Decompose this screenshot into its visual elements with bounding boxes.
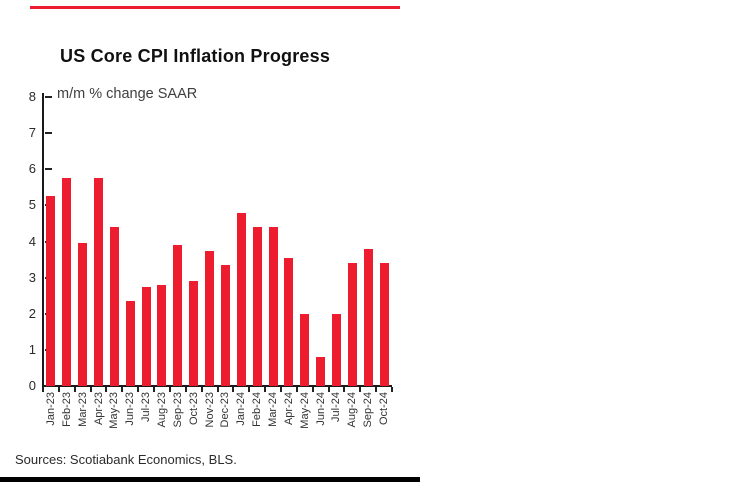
y-axis-tick-label: 0 (28, 378, 36, 393)
y-axis-tick-label: 8 (28, 89, 36, 104)
bar-Aug-24 (347, 263, 357, 386)
x-axis-tick (168, 387, 171, 392)
bar-Sep-24 (363, 248, 373, 386)
x-axis-tick-label: Jun-23 (124, 392, 137, 426)
bar-Jun-24 (316, 357, 326, 386)
x-axis-tick-label: Jul-24 (330, 392, 343, 422)
x-axis-tick (105, 387, 108, 392)
x-axis-tick-label: Apr-23 (92, 392, 105, 426)
x-axis-tick-label: Nov-23 (203, 392, 216, 428)
x-axis-tick-label: Mar-24 (267, 392, 280, 427)
y-axis-tick-label: 5 (28, 197, 36, 213)
x-axis-tick (295, 387, 298, 392)
y-axis-line (42, 93, 44, 387)
y-axis-tick (45, 168, 52, 171)
bar-Oct-24 (379, 263, 389, 386)
y-axis-tick (45, 132, 52, 135)
chart-title: US Core CPI Inflation Progress (60, 46, 331, 66)
bar-Aug-23 (157, 284, 167, 386)
x-axis-tick-label: Jan-23 (44, 392, 57, 426)
x-axis-tick-label: Sep-24 (362, 392, 375, 428)
bar-Apr-23 (94, 178, 104, 386)
bar-Feb-23 (62, 178, 72, 386)
bar-Oct-23 (189, 281, 199, 386)
bar-Feb-24 (252, 227, 262, 386)
bar-Nov-23 (205, 250, 215, 386)
x-axis-tick (264, 387, 267, 392)
bar-Mar-24 (268, 227, 278, 386)
x-axis-tick (73, 387, 76, 392)
x-axis-tick (137, 387, 140, 392)
bar-May-23 (109, 227, 119, 386)
x-axis-tick (153, 387, 156, 392)
x-axis-tick-label: Dec-23 (219, 392, 232, 428)
x-axis-tick (200, 387, 203, 392)
x-axis-tick-label: Jun-24 (314, 392, 327, 426)
bar-Sep-23 (173, 245, 183, 386)
bar-Jul-23 (141, 286, 151, 386)
x-axis-tick-label: Feb-23 (60, 392, 73, 427)
x-axis-tick (343, 387, 346, 392)
bar-Jul-24 (331, 313, 341, 386)
x-axis-tick (42, 387, 44, 392)
y-axis-tick (45, 96, 52, 98)
bar-Dec-23 (220, 264, 230, 386)
y-axis-tick-label: 4 (28, 233, 36, 249)
x-axis-tick (184, 387, 187, 392)
bottom-border-line (0, 477, 420, 482)
source-note: Sources: Scotiabank Economics, BLS. (15, 452, 237, 467)
x-axis-tick (279, 387, 282, 392)
x-axis-tick (391, 387, 393, 392)
x-axis-tick (327, 387, 330, 392)
bar-May-24 (300, 313, 310, 386)
bar-Jan-24 (236, 212, 246, 386)
y-axis-tick-label: 2 (28, 305, 36, 321)
chart-subtitle: m/m % change SAAR (57, 86, 198, 102)
x-axis-tick (248, 387, 251, 392)
bar-Apr-24 (284, 257, 294, 386)
x-axis-tick-label: Aug-24 (346, 392, 359, 428)
x-axis-tick-label: Jan-24 (235, 392, 248, 426)
x-axis-tick (359, 387, 362, 392)
y-axis-tick (45, 385, 52, 387)
x-axis-tick-label: Feb-24 (251, 392, 264, 427)
x-axis-tick-label: Oct-24 (378, 392, 391, 426)
x-axis-tick (121, 387, 124, 392)
x-axis-tick-label: Apr-24 (282, 392, 295, 426)
bar-Jun-23 (125, 301, 135, 386)
y-axis-tick-label: 7 (28, 125, 36, 141)
bar-Mar-23 (78, 243, 88, 386)
x-axis-tick-label: May-23 (108, 392, 121, 429)
x-axis-tick-label: May-24 (298, 392, 311, 429)
bar-Jan-23 (46, 196, 56, 386)
x-axis-tick-label: Oct-23 (187, 392, 200, 426)
x-axis-tick (216, 387, 219, 392)
x-axis-tick (89, 387, 92, 392)
x-axis-tick (311, 387, 314, 392)
x-axis-tick-label: Sep-23 (171, 392, 184, 428)
x-axis-line (42, 385, 392, 387)
x-axis-tick (375, 387, 378, 392)
y-axis-tick-label: 3 (28, 269, 36, 285)
x-axis-tick-label: Aug-23 (155, 392, 168, 428)
x-axis-tick (57, 387, 60, 392)
y-axis-tick-label: 1 (28, 341, 36, 357)
x-axis-tick-label: Jul-23 (140, 392, 153, 422)
x-axis-tick-label: Mar-23 (76, 392, 89, 427)
y-axis-tick-label: 6 (28, 161, 36, 177)
accent-top-line (30, 6, 400, 9)
x-axis-tick (232, 387, 235, 392)
